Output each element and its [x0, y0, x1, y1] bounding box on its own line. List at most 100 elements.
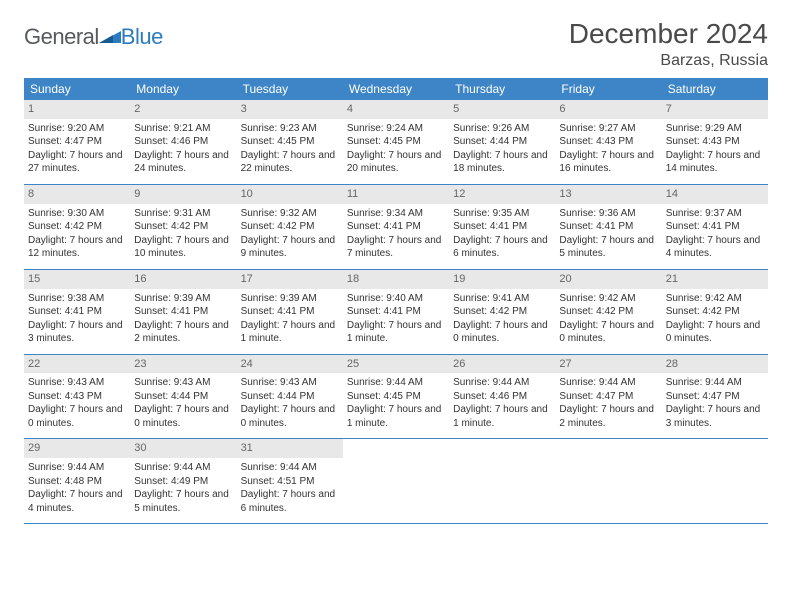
sunrise: Sunrise: 9:36 AM [559, 207, 657, 221]
daylight: Daylight: 7 hours and 0 minutes. [453, 319, 551, 346]
sunrise: Sunrise: 9:32 AM [241, 207, 339, 221]
day-cell: 13Sunrise: 9:36 AMSunset: 4:41 PMDayligh… [555, 185, 661, 269]
sunset: Sunset: 4:42 PM [28, 220, 126, 234]
empty-cell [343, 439, 449, 523]
day-number: 28 [662, 355, 768, 374]
sunset: Sunset: 4:47 PM [666, 390, 764, 404]
day-number: 12 [449, 185, 555, 204]
sunrise: Sunrise: 9:27 AM [559, 122, 657, 136]
daylight: Daylight: 7 hours and 1 minute. [241, 319, 339, 346]
sunset: Sunset: 4:41 PM [666, 220, 764, 234]
sunset: Sunset: 4:41 PM [347, 220, 445, 234]
sunrise: Sunrise: 9:44 AM [453, 376, 551, 390]
daylight: Daylight: 7 hours and 0 minutes. [28, 403, 126, 430]
logo-text-general: General [24, 24, 99, 50]
sunset: Sunset: 4:42 PM [453, 305, 551, 319]
day-cell: 22Sunrise: 9:43 AMSunset: 4:43 PMDayligh… [24, 355, 130, 439]
day-cell: 1Sunrise: 9:20 AMSunset: 4:47 PMDaylight… [24, 100, 130, 184]
month-title: December 2024 [569, 18, 768, 50]
day-number: 19 [449, 270, 555, 289]
daylight: Daylight: 7 hours and 4 minutes. [666, 234, 764, 261]
day-number: 15 [24, 270, 130, 289]
day-cell: 27Sunrise: 9:44 AMSunset: 4:47 PMDayligh… [555, 355, 661, 439]
sunrise: Sunrise: 9:34 AM [347, 207, 445, 221]
sunrise: Sunrise: 9:35 AM [453, 207, 551, 221]
sunrise: Sunrise: 9:23 AM [241, 122, 339, 136]
sunrise: Sunrise: 9:42 AM [559, 292, 657, 306]
calendar-page: General Blue December 2024 Barzas, Russi… [0, 0, 792, 542]
day-cell: 14Sunrise: 9:37 AMSunset: 4:41 PMDayligh… [662, 185, 768, 269]
day-number: 27 [555, 355, 661, 374]
day-number: 5 [449, 100, 555, 119]
logo: General Blue [24, 24, 163, 50]
day-cell: 24Sunrise: 9:43 AMSunset: 4:44 PMDayligh… [237, 355, 343, 439]
sunrise: Sunrise: 9:43 AM [134, 376, 232, 390]
sunset: Sunset: 4:41 PM [241, 305, 339, 319]
daylight: Daylight: 7 hours and 18 minutes. [453, 149, 551, 176]
sunset: Sunset: 4:41 PM [28, 305, 126, 319]
day-cell: 4Sunrise: 9:24 AMSunset: 4:45 PMDaylight… [343, 100, 449, 184]
daylight: Daylight: 7 hours and 1 minute. [347, 319, 445, 346]
sunrise: Sunrise: 9:42 AM [666, 292, 764, 306]
day-number: 7 [662, 100, 768, 119]
weekday-thursday: Thursday [449, 78, 555, 100]
sunrise: Sunrise: 9:41 AM [453, 292, 551, 306]
empty-cell [555, 439, 661, 523]
sunrise: Sunrise: 9:30 AM [28, 207, 126, 221]
daylight: Daylight: 7 hours and 27 minutes. [28, 149, 126, 176]
sunset: Sunset: 4:46 PM [453, 390, 551, 404]
empty-cell [449, 439, 555, 523]
sunrise: Sunrise: 9:43 AM [28, 376, 126, 390]
sunset: Sunset: 4:41 PM [453, 220, 551, 234]
sunset: Sunset: 4:45 PM [241, 135, 339, 149]
week-row: 1Sunrise: 9:20 AMSunset: 4:47 PMDaylight… [24, 100, 768, 185]
day-cell: 20Sunrise: 9:42 AMSunset: 4:42 PMDayligh… [555, 270, 661, 354]
sunset: Sunset: 4:45 PM [347, 390, 445, 404]
weekday-tuesday: Tuesday [237, 78, 343, 100]
empty-cell [662, 439, 768, 523]
sunrise: Sunrise: 9:44 AM [347, 376, 445, 390]
day-number: 29 [24, 439, 130, 458]
day-number: 1 [24, 100, 130, 119]
sunset: Sunset: 4:42 PM [241, 220, 339, 234]
day-number: 24 [237, 355, 343, 374]
day-number: 17 [237, 270, 343, 289]
day-number: 25 [343, 355, 449, 374]
daylight: Daylight: 7 hours and 3 minutes. [666, 403, 764, 430]
location: Barzas, Russia [569, 52, 768, 70]
day-number: 10 [237, 185, 343, 204]
day-number: 20 [555, 270, 661, 289]
sunset: Sunset: 4:44 PM [241, 390, 339, 404]
day-cell: 25Sunrise: 9:44 AMSunset: 4:45 PMDayligh… [343, 355, 449, 439]
daylight: Daylight: 7 hours and 1 minute. [453, 403, 551, 430]
daylight: Daylight: 7 hours and 0 minutes. [241, 403, 339, 430]
day-cell: 30Sunrise: 9:44 AMSunset: 4:49 PMDayligh… [130, 439, 236, 523]
day-number: 30 [130, 439, 236, 458]
sunset: Sunset: 4:42 PM [134, 220, 232, 234]
day-cell: 21Sunrise: 9:42 AMSunset: 4:42 PMDayligh… [662, 270, 768, 354]
daylight: Daylight: 7 hours and 10 minutes. [134, 234, 232, 261]
weekday-saturday: Saturday [662, 78, 768, 100]
sunrise: Sunrise: 9:39 AM [241, 292, 339, 306]
daylight: Daylight: 7 hours and 0 minutes. [559, 319, 657, 346]
week-row: 8Sunrise: 9:30 AMSunset: 4:42 PMDaylight… [24, 185, 768, 270]
week-row: 15Sunrise: 9:38 AMSunset: 4:41 PMDayligh… [24, 270, 768, 355]
header: General Blue December 2024 Barzas, Russi… [24, 18, 768, 70]
daylight: Daylight: 7 hours and 5 minutes. [134, 488, 232, 515]
sunrise: Sunrise: 9:37 AM [666, 207, 764, 221]
daylight: Daylight: 7 hours and 20 minutes. [347, 149, 445, 176]
day-cell: 8Sunrise: 9:30 AMSunset: 4:42 PMDaylight… [24, 185, 130, 269]
sunrise: Sunrise: 9:31 AM [134, 207, 232, 221]
day-cell: 9Sunrise: 9:31 AMSunset: 4:42 PMDaylight… [130, 185, 236, 269]
day-cell: 2Sunrise: 9:21 AMSunset: 4:46 PMDaylight… [130, 100, 236, 184]
weekday-header-row: SundayMondayTuesdayWednesdayThursdayFrid… [24, 78, 768, 100]
day-cell: 23Sunrise: 9:43 AMSunset: 4:44 PMDayligh… [130, 355, 236, 439]
logo-triangle-icon [99, 29, 121, 45]
day-cell: 3Sunrise: 9:23 AMSunset: 4:45 PMDaylight… [237, 100, 343, 184]
day-number: 13 [555, 185, 661, 204]
sunrise: Sunrise: 9:44 AM [666, 376, 764, 390]
daylight: Daylight: 7 hours and 6 minutes. [241, 488, 339, 515]
day-cell: 12Sunrise: 9:35 AMSunset: 4:41 PMDayligh… [449, 185, 555, 269]
sunset: Sunset: 4:44 PM [453, 135, 551, 149]
sunrise: Sunrise: 9:29 AM [666, 122, 764, 136]
